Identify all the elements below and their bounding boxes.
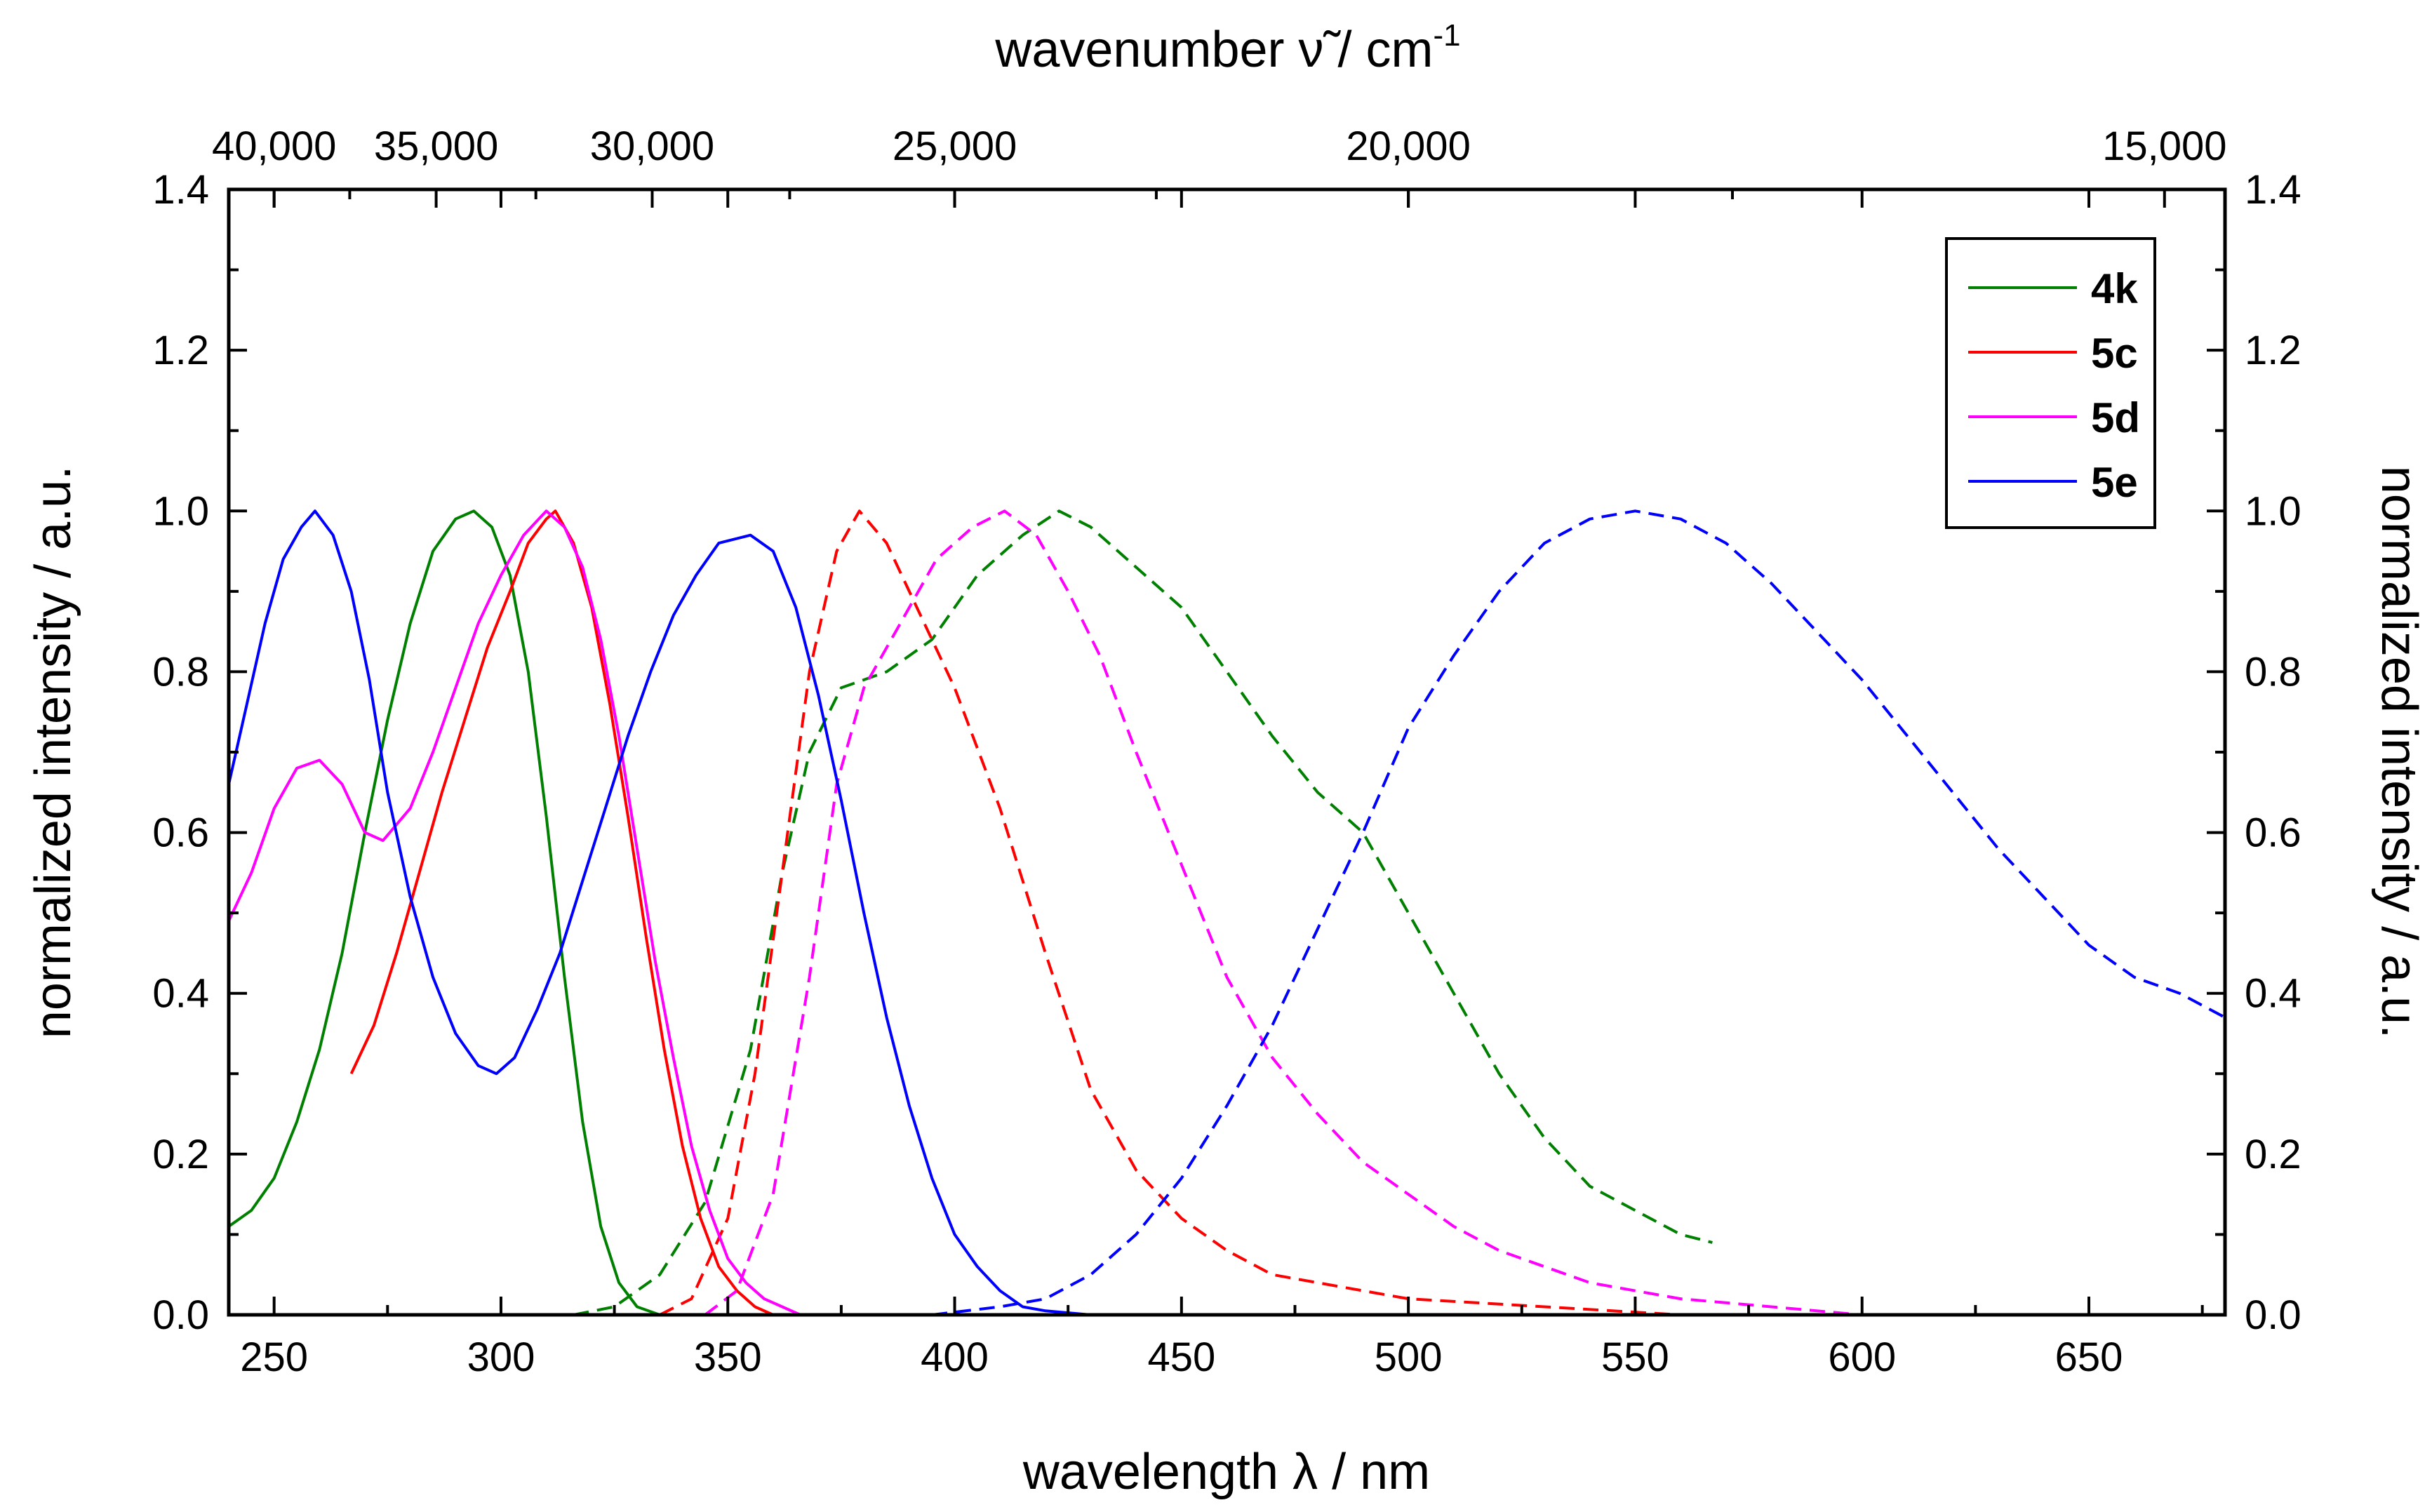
y-tick-label-left: 0.2 [152, 1132, 209, 1177]
x-tick-label: 500 [1375, 1334, 1443, 1380]
x-tick-label: 550 [1601, 1334, 1669, 1380]
series-line-5e-emission [931, 509, 2226, 1316]
series-line-4k-emission [573, 509, 1713, 1316]
x-tick-label: 400 [921, 1334, 989, 1380]
y-tick-label-right: 0.4 [2245, 971, 2301, 1017]
legend-label-5e: 5e [2091, 459, 2138, 506]
series-line-5c-emission [659, 509, 1862, 1316]
y2-axis-title: normalized intensity / a.u. [2371, 466, 2427, 1038]
top-tick-label: 40,000 [212, 123, 336, 169]
y-tick-label-left: 0.6 [152, 810, 209, 856]
x-tick-label: 350 [694, 1334, 762, 1380]
top-axis-title-main: wavenumber ν̃ / cm [994, 22, 1433, 78]
y-tick-label-left: 0.8 [152, 649, 209, 695]
y-axis-title: normalized intensity / a.u. [25, 466, 81, 1038]
x-tick-label: 650 [2055, 1334, 2123, 1380]
y-tick-label-right: 1.4 [2245, 167, 2301, 213]
legend-items: 4k 5c 5d 5e [1968, 265, 2140, 506]
top-tick-label: 20,000 [1346, 123, 1470, 169]
y-tick-label-left: 0.0 [152, 1292, 209, 1338]
legend-label-4k: 4k [2091, 265, 2138, 312]
top-tick-label: 30,000 [590, 123, 714, 169]
x-tick-label: 300 [467, 1334, 535, 1380]
y-tick-label-left: 1.2 [152, 328, 209, 373]
x-tick-label: 600 [1828, 1334, 1896, 1380]
y-tick-label-left: 1.4 [152, 167, 209, 213]
ticks-layer: 250 300 350 400 450 500 550 600 650 0.0 0.0 0.2 0.2 0… [152, 123, 2301, 1380]
top-axis-title-superscript: -1 [1434, 18, 1461, 53]
top-axis-title: wavenumber ν̃ / cm-1 [994, 18, 1460, 78]
series-line-5d-emission [704, 509, 1862, 1316]
y-tick-label-right: 0.6 [2245, 810, 2301, 856]
x-tick-label: 250 [240, 1334, 308, 1380]
y-tick-label-right: 1.0 [2245, 488, 2301, 534]
y-tick-label-right: 1.2 [2245, 328, 2301, 373]
y-tick-label-left: 1.0 [152, 488, 209, 534]
series-line-4k-absorption [227, 509, 660, 1316]
y-tick-label-right: 0.8 [2245, 649, 2301, 695]
legend-label-5d: 5d [2091, 394, 2140, 441]
y-tick-label-right: 0.2 [2245, 1132, 2301, 1177]
x-axis-title: wavelength λ / nm [1022, 1444, 1430, 1500]
legend: 4k 5c 5d 5e [1945, 237, 2156, 529]
series-line-5e-absorption [227, 509, 1862, 1316]
x-tick-label: 450 [1147, 1334, 1215, 1380]
series-line-5d-absorption [227, 509, 955, 1316]
y-tick-label-right: 0.0 [2245, 1292, 2301, 1338]
series-layer [227, 509, 2226, 1316]
legend-label-5c: 5c [2091, 330, 2138, 377]
top-tick-label: 25,000 [893, 123, 1017, 169]
top-tick-label: 15,000 [2102, 123, 2226, 169]
top-tick-label: 35,000 [374, 123, 498, 169]
y-tick-label-left: 0.4 [152, 971, 209, 1017]
